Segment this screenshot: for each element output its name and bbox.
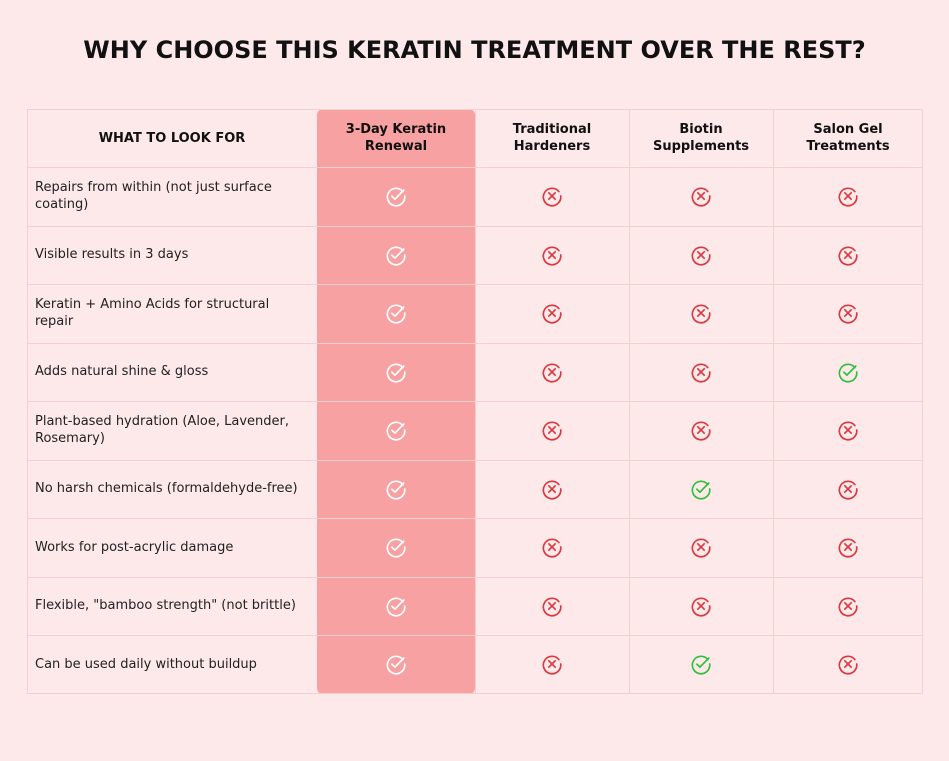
cross-icon <box>773 401 923 460</box>
cross-icon <box>629 284 773 343</box>
cross-icon <box>773 635 923 694</box>
row-label: Can be used daily without buildup <box>35 656 257 672</box>
row-label: Repairs from within (not just surface co… <box>35 180 272 213</box>
column-header: Biotin Supplements <box>652 122 750 154</box>
column-header: 3-Day Keratin Renewal <box>345 122 447 154</box>
cross-icon <box>629 343 773 402</box>
cross-icon <box>773 577 923 636</box>
row-label: Plant-based hydration (Aloe, Lavender, R… <box>35 414 290 447</box>
page-title: WHY CHOOSE THIS KERATIN TREATMENT OVER T… <box>83 36 866 64</box>
cross-icon <box>475 167 629 226</box>
cross-icon <box>629 518 773 577</box>
cross-icon <box>475 460 629 519</box>
cross-icon <box>475 577 629 636</box>
row-label: Works for post-acrylic damage <box>35 539 234 555</box>
cross-icon <box>773 518 923 577</box>
check-icon <box>629 460 773 519</box>
row-label: Flexible, "bamboo strength" (not brittle… <box>35 598 296 614</box>
check-icon <box>317 518 475 577</box>
cross-icon <box>629 226 773 285</box>
check-icon <box>317 226 475 285</box>
cross-icon <box>629 577 773 636</box>
check-icon <box>317 167 475 226</box>
cross-icon <box>773 226 923 285</box>
column-header: Traditional Hardeners <box>512 122 592 154</box>
cross-icon <box>629 167 773 226</box>
cross-icon <box>475 401 629 460</box>
check-icon <box>773 343 923 402</box>
cross-icon <box>475 284 629 343</box>
row-label: Adds natural shine & gloss <box>35 364 209 380</box>
grid-line <box>773 109 774 694</box>
grid-line <box>922 109 923 694</box>
cross-icon <box>629 401 773 460</box>
grid-line <box>27 109 28 694</box>
comparison-table: WHAT TO LOOK FOR 3-Day Keratin Renewal Tra… <box>27 109 923 694</box>
cross-icon <box>475 226 629 285</box>
cross-icon <box>773 284 923 343</box>
column-header: Salon Gel Treatments <box>806 122 890 154</box>
cross-icon <box>475 518 629 577</box>
cross-icon <box>773 460 923 519</box>
check-icon <box>317 284 475 343</box>
cross-icon <box>475 343 629 402</box>
check-icon <box>317 343 475 402</box>
check-icon <box>317 635 475 694</box>
check-icon <box>317 401 475 460</box>
grid-line <box>629 109 630 694</box>
cross-icon <box>475 635 629 694</box>
grid-line <box>475 109 476 694</box>
check-icon <box>629 635 773 694</box>
header-what-to-look-for: WHAT TO LOOK FOR <box>98 130 246 146</box>
cross-icon <box>773 167 923 226</box>
check-icon <box>317 460 475 519</box>
row-label: Keratin + Amino Acids for structural rep… <box>35 297 270 330</box>
check-icon <box>317 577 475 636</box>
row-label: Visible results in 3 days <box>35 247 189 263</box>
row-label: No harsh chemicals (formaldehyde-free) <box>35 481 298 497</box>
